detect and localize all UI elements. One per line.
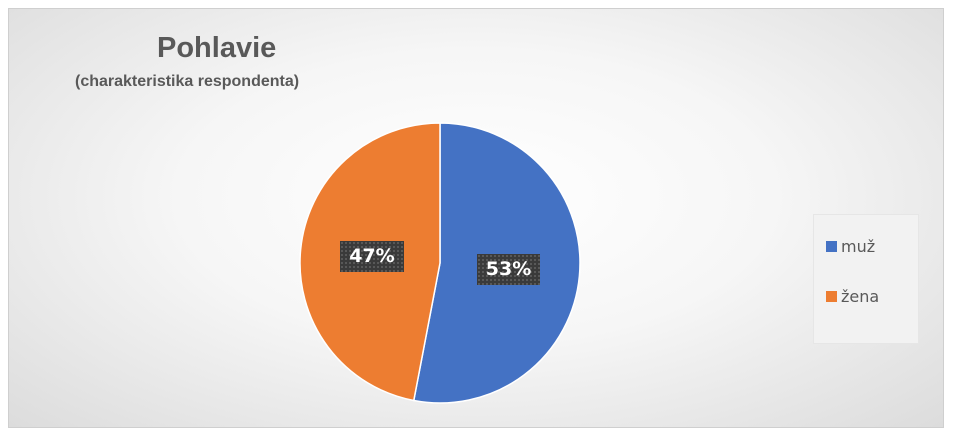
- pie-chart: [299, 122, 581, 404]
- cropped-heading-strip: [0, 0, 960, 9]
- data-label-zena: 47%: [340, 241, 404, 273]
- chart-title: Pohlavie: [157, 32, 277, 64]
- chart-area: Pohlavie (charakteristika respondenta) 5…: [8, 8, 944, 428]
- chart-subtitle: (charakteristika respondenta): [75, 73, 300, 90]
- legend-item-zena: žena: [826, 287, 879, 306]
- legend: muž žena: [813, 214, 919, 344]
- legend-swatch-muz: [826, 241, 837, 252]
- legend-item-muz: muž: [826, 237, 875, 256]
- data-label-muz: 53%: [476, 253, 541, 285]
- legend-label-zena: žena: [841, 287, 880, 306]
- legend-label-muz: muž: [841, 237, 876, 256]
- legend-swatch-zena: [826, 291, 837, 302]
